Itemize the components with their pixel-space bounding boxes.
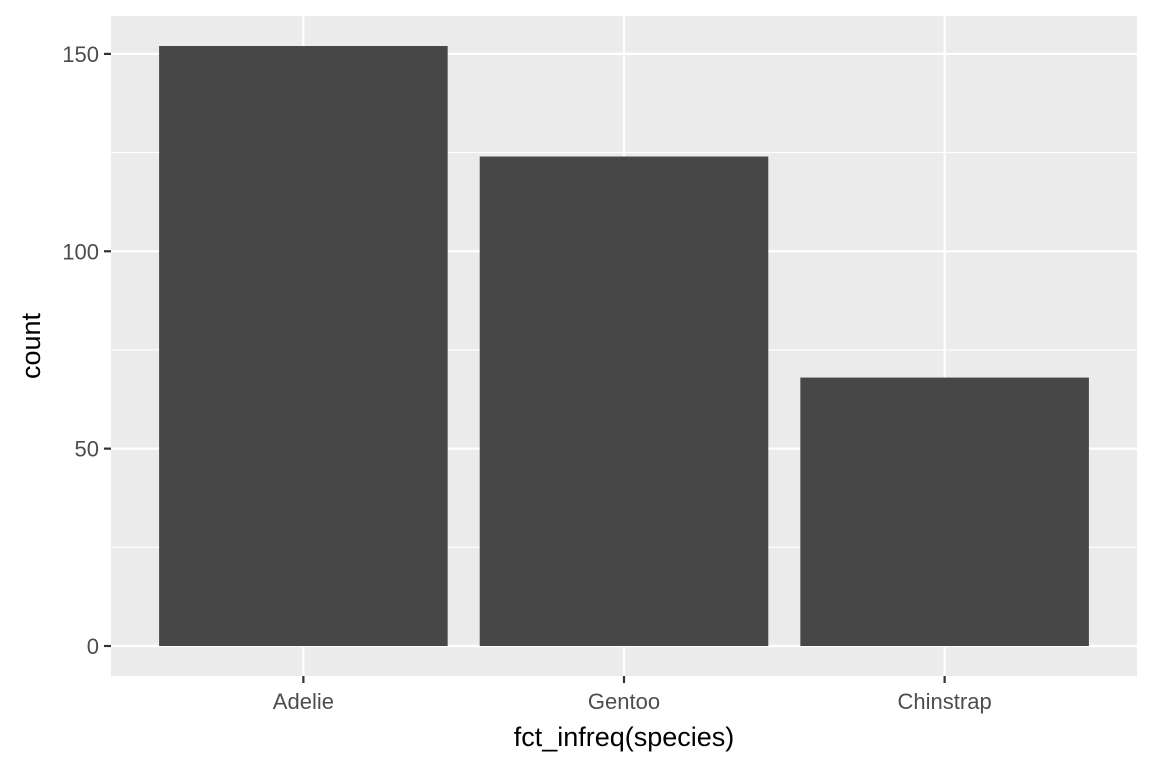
y-tick-label: 100 bbox=[62, 239, 99, 264]
bar-gentoo bbox=[479, 156, 769, 647]
bar-chinstrap bbox=[800, 377, 1089, 646]
x-tick-label: Adelie bbox=[273, 689, 334, 714]
bar-adelie bbox=[159, 46, 448, 646]
y-tick-label: 150 bbox=[62, 42, 99, 67]
x-axis-title: fct_infreq(species) bbox=[514, 722, 735, 752]
x-tick-label: Gentoo bbox=[588, 689, 660, 714]
bars bbox=[159, 46, 1089, 647]
y-tick-label: 50 bbox=[75, 437, 99, 462]
y-tick-label: 0 bbox=[87, 634, 99, 659]
y-axis: 0 50 100 150 bbox=[62, 42, 111, 659]
x-axis: Adelie Gentoo Chinstrap bbox=[273, 676, 992, 714]
x-tick-label: Chinstrap bbox=[898, 689, 992, 714]
y-axis-title: count bbox=[16, 312, 46, 379]
